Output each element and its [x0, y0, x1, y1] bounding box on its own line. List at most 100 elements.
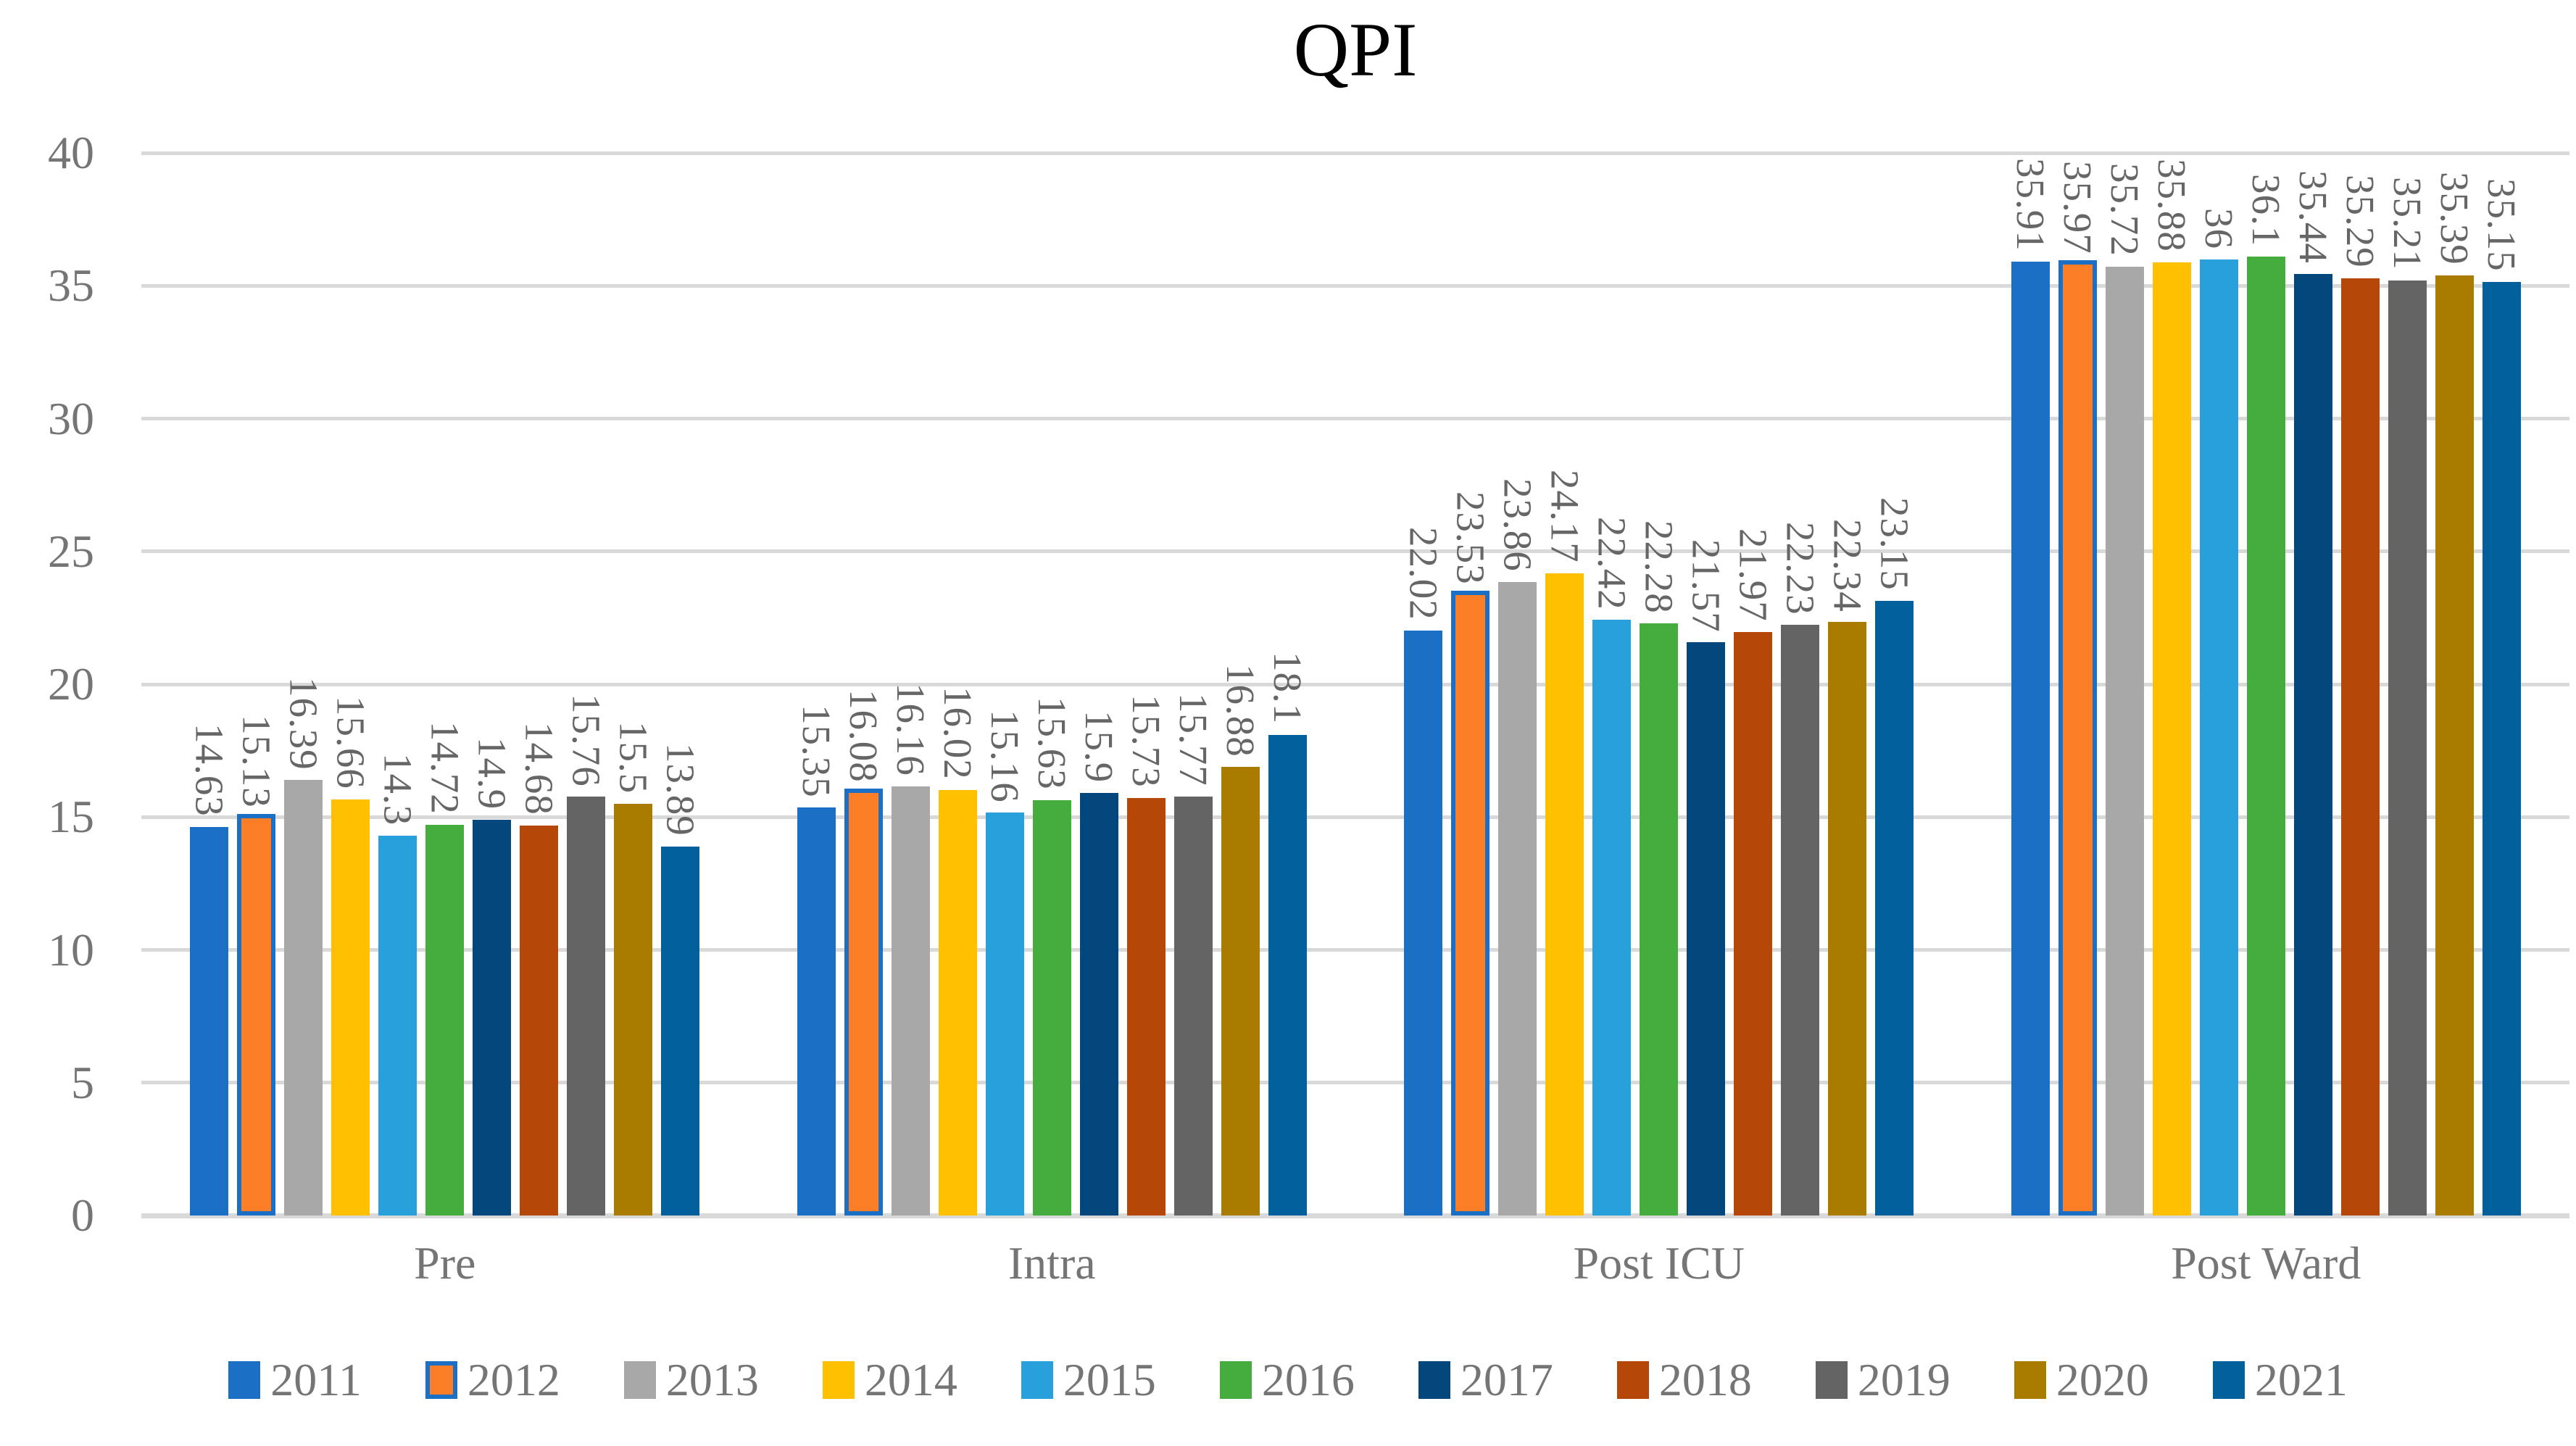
legend-label-2015: 2015: [1063, 1354, 1156, 1405]
bar-2013-post-ward[interactable]: 35.72: [2103, 163, 2147, 1216]
legend-label-2013: 2013: [665, 1354, 759, 1405]
legend-item-2017[interactable]: 2017: [1418, 1357, 1553, 1403]
legend-swatch-2020: [2014, 1361, 2046, 1399]
bar-2018-intra[interactable]: 15.73: [1124, 694, 1168, 1216]
data-label: 15.35: [794, 704, 839, 798]
bar-2011-pre[interactable]: 14.63: [187, 723, 231, 1216]
bar-2013-post-icu[interactable]: 23.86: [1495, 478, 1540, 1216]
bar-2014-post-icu[interactable]: 24.17: [1542, 470, 1587, 1216]
legend-item-2011[interactable]: 2011: [228, 1357, 362, 1403]
data-label: 21.57: [1684, 539, 1729, 633]
data-label: 35.21: [2385, 176, 2430, 270]
bar-2021-intra[interactable]: 18.1: [1266, 652, 1310, 1216]
data-label: 21.97: [1731, 528, 1776, 622]
legend-swatch-2017: [1418, 1361, 1450, 1399]
bar-2012-post-ward[interactable]: 35.97: [2056, 161, 2100, 1216]
bar-2020-post-icu[interactable]: 22.34: [1825, 519, 1869, 1216]
data-label: 14.72: [423, 720, 468, 815]
bar-2017-post-ward[interactable]: 35.44: [2291, 170, 2335, 1216]
bar-2021-post-icu[interactable]: 23.15: [1872, 497, 1916, 1216]
bar-2014-post-ward[interactable]: 35.88: [2150, 159, 2194, 1216]
bar-2019-intra[interactable]: 15.77: [1171, 693, 1216, 1216]
bar-2018-pre[interactable]: 14.68: [517, 722, 561, 1216]
bar-2019-pre[interactable]: 15.76: [564, 694, 608, 1216]
data-label: 15.73: [1123, 694, 1168, 788]
category-label-post-ward: Post Ward: [2171, 1237, 2361, 1289]
data-label: 15.63: [1029, 697, 1074, 791]
bar-group-intra: 15.35 16.08 16.16 16.02 15.16 15.63 15.9 15.73 1…: [749, 153, 1356, 1216]
bar-2021-pre[interactable]: 13.89: [658, 743, 702, 1216]
legend-label-2020: 2020: [2056, 1354, 2149, 1405]
data-label: 13.89: [658, 743, 703, 836]
legend-item-2021[interactable]: 2021: [2212, 1357, 2348, 1403]
category-label-pre: Pre: [414, 1237, 476, 1289]
legend-item-2014[interactable]: 2014: [822, 1357, 957, 1403]
bar-2015-pre[interactable]: 14.3: [375, 753, 420, 1216]
bar-2016-intra[interactable]: 15.63: [1030, 697, 1074, 1216]
y-axis-tick-15: 15: [48, 791, 94, 843]
bar-2011-post-icu[interactable]: 22.02: [1401, 527, 1445, 1216]
bar-2012-post-icu[interactable]: 23.53: [1448, 491, 1492, 1216]
bar-2014-intra[interactable]: 16.02: [936, 686, 980, 1216]
bar-2015-post-ward[interactable]: 36: [2197, 208, 2241, 1216]
y-axis-tick-20: 20: [48, 658, 94, 710]
bar-2017-post-icu[interactable]: 21.57: [1684, 539, 1728, 1216]
data-label: 35.15: [2479, 178, 2524, 272]
data-label: 23.15: [1872, 496, 1917, 591]
y-axis-tick-35: 35: [48, 259, 94, 312]
bar-2017-pre[interactable]: 14.9: [470, 737, 514, 1216]
legend-item-2020[interactable]: 2020: [2014, 1357, 2149, 1403]
legend-label-2011: 2011: [270, 1354, 362, 1405]
legend-label-2016: 2016: [1261, 1354, 1355, 1405]
legend-item-2016[interactable]: 2016: [1219, 1354, 1355, 1405]
bar-2013-pre[interactable]: 16.39: [281, 677, 325, 1216]
bar-2017-intra[interactable]: 15.9: [1077, 710, 1121, 1216]
y-axis-tick-40: 40: [48, 127, 94, 178]
legend-item-2013[interactable]: 2013: [623, 1354, 759, 1405]
legend-label-2018: 2018: [1658, 1354, 1752, 1405]
bar-2020-pre[interactable]: 15.5: [611, 721, 655, 1216]
data-label: 15.5: [611, 720, 656, 794]
bar-2018-post-ward[interactable]: 35.29: [2338, 175, 2382, 1216]
legend-label-2019: 2019: [1857, 1354, 1950, 1405]
data-label: 15.13: [234, 714, 279, 808]
legend-swatch-2021: [2212, 1361, 2245, 1399]
bar-2014-pre[interactable]: 15.66: [328, 696, 373, 1216]
legend: 2011 2012 2013 2014 2015 2016 2017 2018 2019 2020…: [0, 1357, 2576, 1403]
data-label: 35.91: [2008, 158, 2053, 252]
legend-item-2018[interactable]: 2018: [1616, 1354, 1752, 1405]
bar-2012-pre[interactable]: 15.13: [234, 715, 278, 1216]
bar-2020-intra[interactable]: 16.88: [1218, 664, 1263, 1216]
bar-2011-post-ward[interactable]: 35.91: [2008, 158, 2053, 1216]
plot-area: 14.63 15.13 16.39 15.66 14.3 14.72 14.9 14.68 15…: [141, 151, 2569, 1218]
data-label: 16.39: [281, 676, 326, 770]
bar-2016-pre[interactable]: 14.72: [423, 721, 467, 1216]
bar-2016-post-ward[interactable]: 36.1: [2244, 174, 2288, 1216]
legend-item-2012[interactable]: 2012: [425, 1357, 560, 1403]
bar-2019-post-ward[interactable]: 35.21: [2385, 177, 2430, 1216]
legend-label-2017: 2017: [1460, 1354, 1553, 1405]
data-label: 22.02: [1401, 527, 1446, 620]
bar-2011-intra[interactable]: 15.35: [794, 705, 839, 1216]
bar-2020-post-ward[interactable]: 35.39: [2432, 172, 2477, 1216]
bar-2019-post-icu[interactable]: 22.23: [1778, 522, 1822, 1216]
data-label: 22.23: [1778, 521, 1823, 615]
bar-2013-intra[interactable]: 16.16: [889, 683, 933, 1216]
data-label: 15.16: [982, 709, 1027, 803]
y-axis-tick-10: 10: [48, 923, 94, 976]
data-label: 35.88: [2149, 159, 2194, 252]
gridline-35: [141, 283, 2569, 288]
bar-2018-post-icu[interactable]: 21.97: [1731, 528, 1775, 1216]
legend-swatch-2013: [623, 1361, 656, 1399]
data-label: 15.66: [328, 696, 373, 790]
bar-2015-intra[interactable]: 15.16: [983, 710, 1027, 1216]
data-label: 35.29: [2338, 174, 2382, 268]
data-label: 14.68: [517, 722, 562, 815]
data-label: 16.02: [935, 686, 980, 780]
bar-2012-intra[interactable]: 16.08: [842, 689, 886, 1216]
bar-2016-post-icu[interactable]: 22.28: [1637, 520, 1681, 1216]
bar-2021-post-ward[interactable]: 35.15: [2480, 178, 2524, 1216]
bar-2015-post-icu[interactable]: 22.42: [1590, 517, 1634, 1216]
legend-item-2015[interactable]: 2015: [1021, 1357, 1156, 1403]
legend-item-2019[interactable]: 2019: [1815, 1354, 1950, 1405]
